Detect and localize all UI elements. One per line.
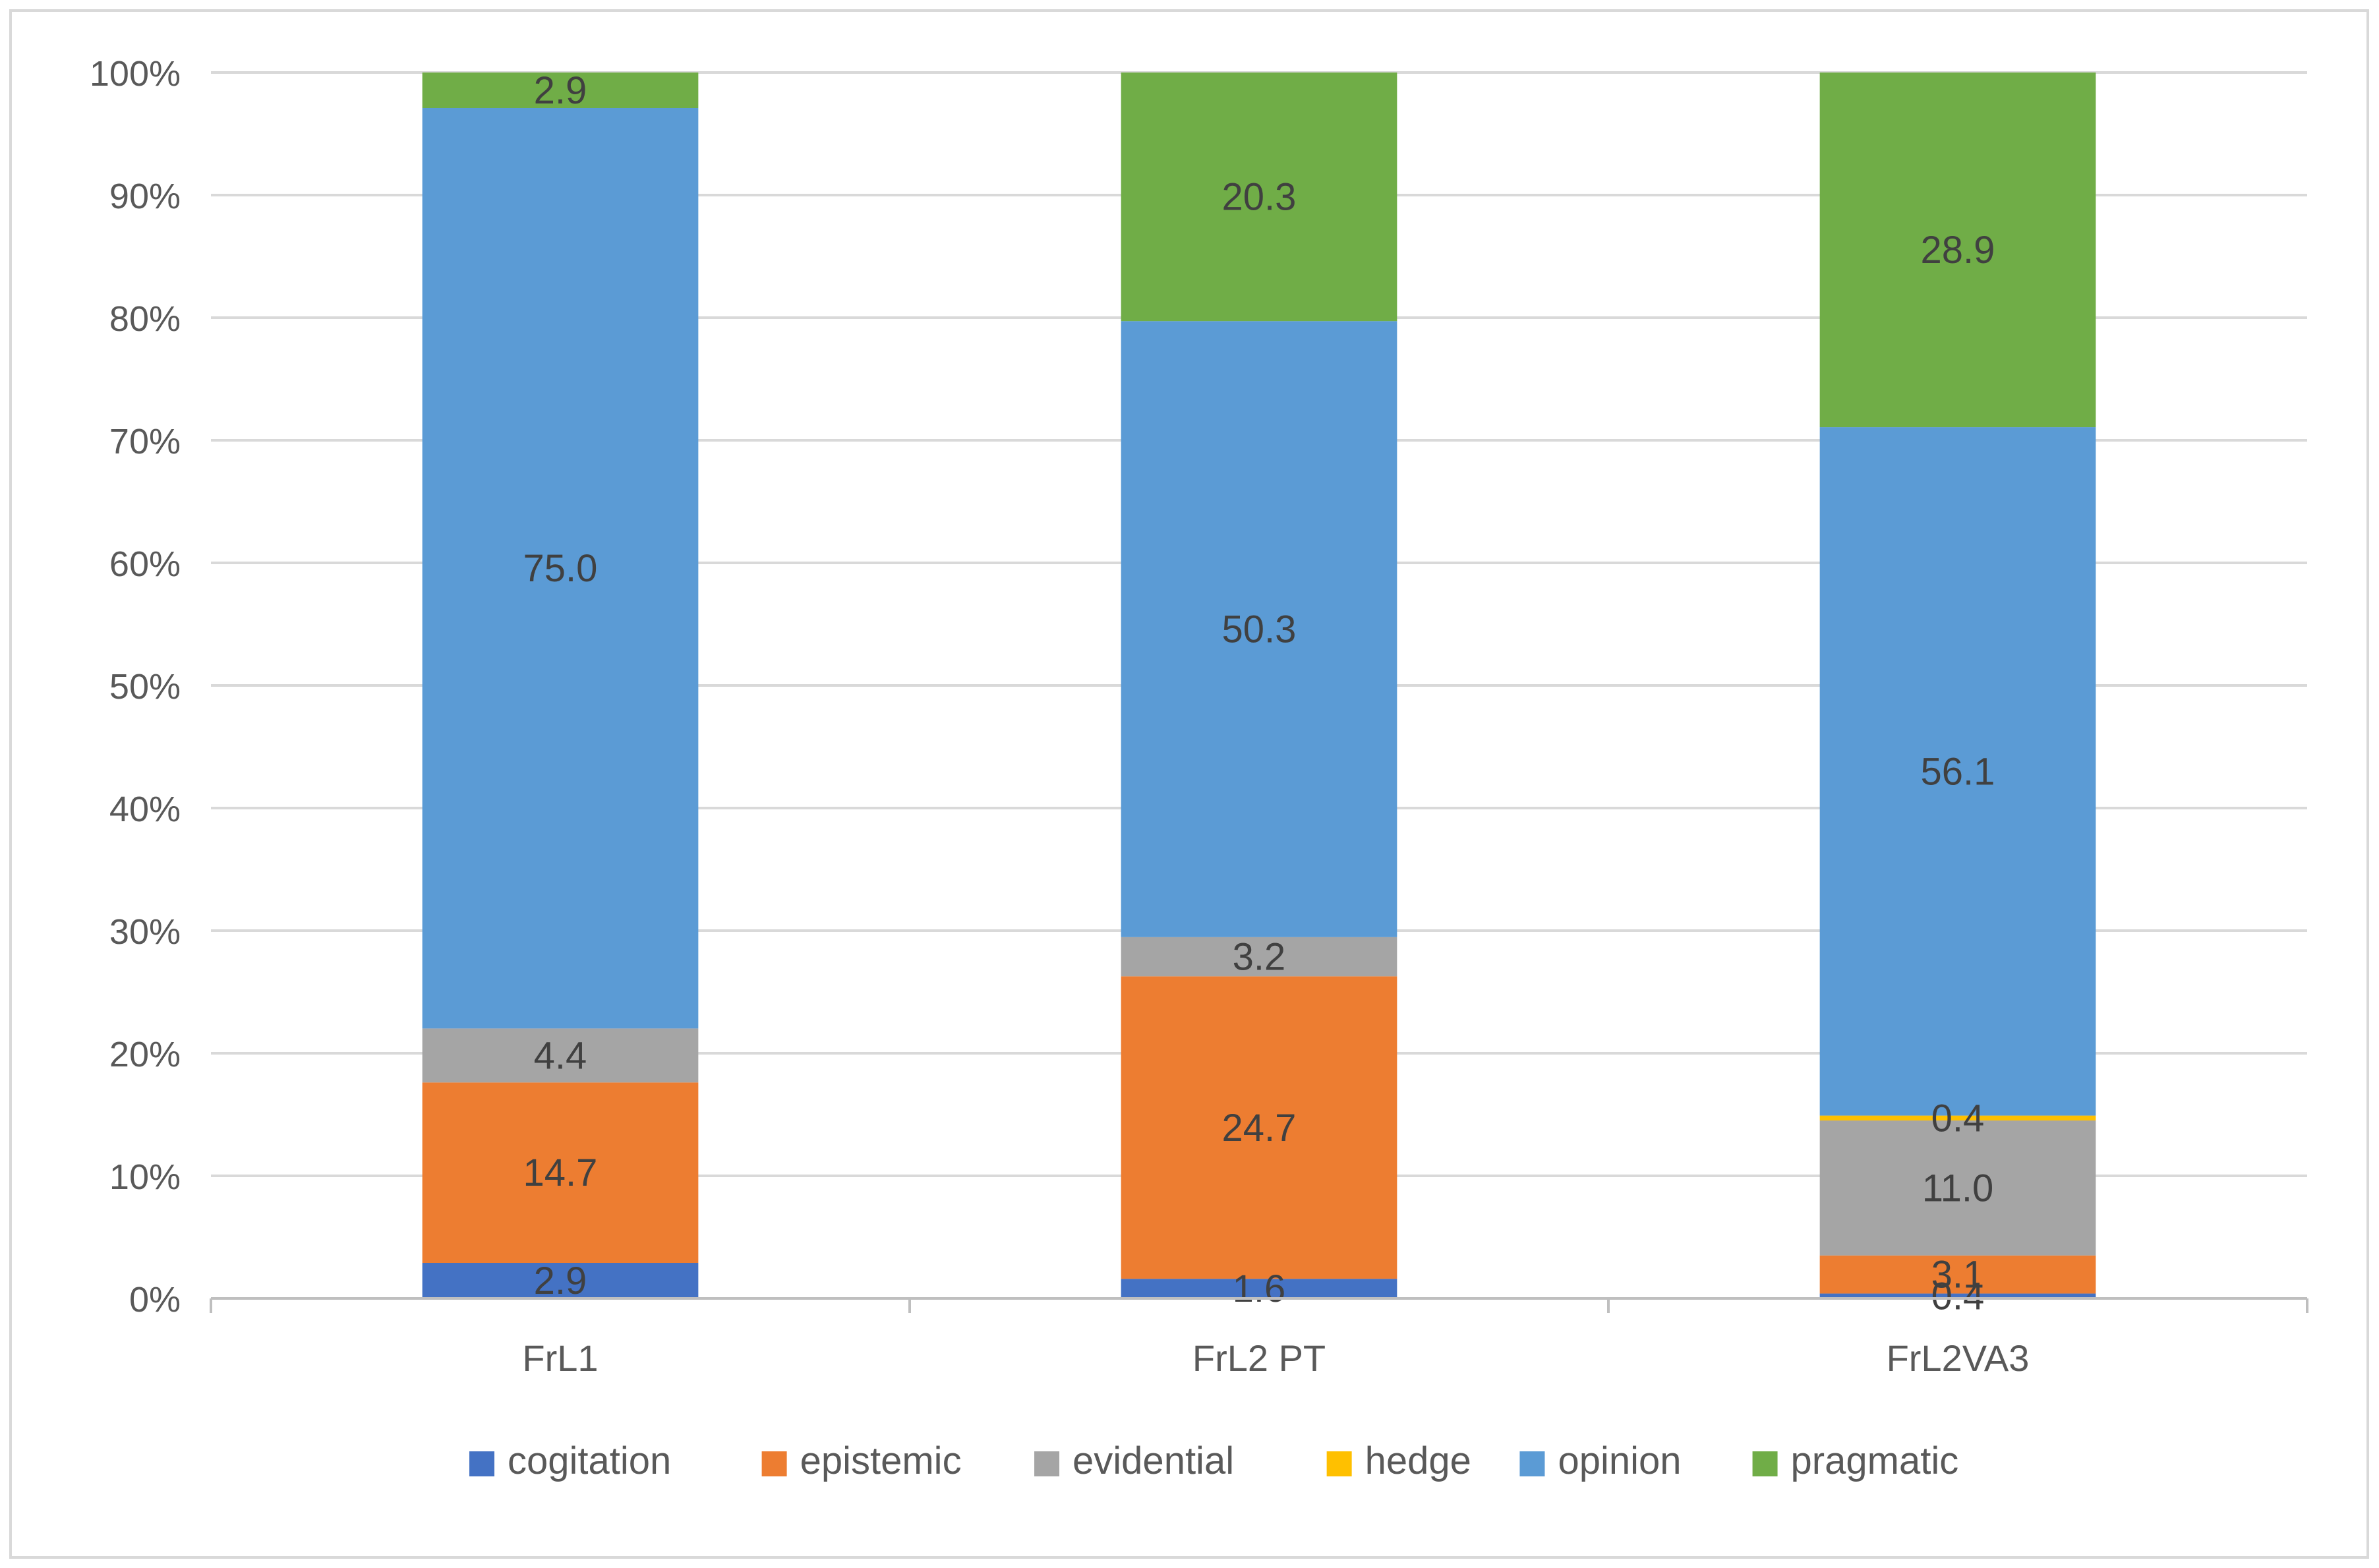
y-tick-label: 80% <box>109 299 181 339</box>
y-tick-label: 40% <box>109 790 181 829</box>
bar-segment-epistemic <box>1819 1255 2096 1294</box>
data-label: 0.4 <box>1931 1275 1985 1318</box>
data-label: 28.9 <box>1921 229 1995 272</box>
legend-item-opinion: opinion <box>1519 1439 1682 1482</box>
bar-segment-evidential <box>422 1028 699 1083</box>
legend-item-hedge: hedge <box>1326 1439 1471 1482</box>
data-label: 20.3 <box>1222 176 1297 219</box>
data-label: 56.1 <box>1921 750 1995 793</box>
bar-segment-evidential <box>1819 1120 2096 1256</box>
legend-label: hedge <box>1365 1439 1471 1482</box>
data-label: 1.6 <box>1233 1267 1286 1310</box>
y-tick-label: 90% <box>109 177 181 216</box>
bar-segment-hedge <box>1819 1115 2096 1121</box>
bar-segment-epistemic <box>1121 976 1397 1279</box>
bar-segment-opinion <box>422 107 699 1029</box>
bar-segment-opinion <box>1819 427 2096 1116</box>
axes: 0% 10% 20% 30% 40% 50% 60% 70% 80% 90% 100% FrL1 FrL… <box>90 54 2308 1379</box>
legend-item-epistemic: epistemic <box>761 1439 962 1482</box>
legend-label: evidential <box>1072 1439 1234 1482</box>
bar-segment-evidential <box>1121 937 1397 977</box>
bar-segment-epistemic <box>422 1082 699 1263</box>
legend-label: cogitation <box>508 1439 671 1482</box>
bar-segment-pragmatic <box>1121 73 1397 322</box>
data-label: 0.4 <box>1931 1097 1985 1140</box>
y-tick-label: 70% <box>109 422 181 461</box>
data-label: 2.9 <box>534 1260 587 1302</box>
stacked-bar-chart: 2.914.74.475.02.91.624.73.250.320.30.43.… <box>90 54 2308 1482</box>
legend-label: epistemic <box>800 1439 962 1482</box>
legend-item-evidential: evidential <box>1034 1439 1234 1482</box>
legend-swatch <box>1326 1451 1352 1476</box>
y-tick-label: 10% <box>109 1157 181 1197</box>
data-label: 75.0 <box>523 547 598 590</box>
data-label: 2.9 <box>534 69 587 112</box>
legend-swatch <box>761 1451 787 1476</box>
data-label: 3.2 <box>1233 936 1286 979</box>
bar-segment-cogitation <box>1819 1293 2096 1298</box>
chart-frame: 2.9 14.7 4.4 75.0 2.9 1.6 24.7 3.2 50.3 20.3 0.4 3.… <box>9 9 2369 1559</box>
x-tick-label: FrL2VA3 <box>1887 1337 2030 1379</box>
legend: cogitation epistemic evidential hedge opinio… <box>469 1439 1958 1482</box>
data-label: 24.7 <box>1222 1107 1297 1149</box>
legend-swatch <box>469 1451 494 1476</box>
legend-item-cogitation: cogitation <box>469 1439 671 1482</box>
data-label: 14.7 <box>523 1151 598 1194</box>
y-tick-label: 50% <box>109 667 181 707</box>
bar-segment-pragmatic <box>1819 73 2096 428</box>
data-label: 4.4 <box>534 1034 587 1077</box>
bar-segment-cogitation <box>422 1263 699 1298</box>
y-tick-label: 100% <box>90 54 181 94</box>
x-tick-label: FrL1 <box>522 1337 598 1379</box>
legend-label: opinion <box>1558 1439 1681 1482</box>
data-labels: 2.914.74.475.02.91.624.73.250.320.30.43.… <box>523 69 1995 1318</box>
bar-segment-opinion <box>1121 321 1397 937</box>
data-label: 3.1 <box>1931 1254 1985 1296</box>
y-tick-label: 60% <box>109 544 181 584</box>
y-tick-label: 20% <box>109 1035 181 1074</box>
legend-swatch <box>1752 1451 1778 1476</box>
y-tick-label: 30% <box>109 912 181 952</box>
bar-segment-pragmatic <box>422 73 699 108</box>
x-tick-label: FrL2 PT <box>1192 1337 1326 1379</box>
data-label: 11.0 <box>1922 1167 1994 1209</box>
data-label: 50.3 <box>1222 608 1297 651</box>
legend-label: pragmatic <box>1791 1439 1959 1482</box>
legend-swatch <box>1519 1451 1545 1476</box>
y-tick-label: 0% <box>129 1280 181 1320</box>
legend-item-pragmatic: pragmatic <box>1752 1439 1959 1482</box>
bar-segment-cogitation <box>1121 1279 1397 1298</box>
legend-swatch <box>1034 1451 1060 1476</box>
bars <box>422 73 2096 1298</box>
